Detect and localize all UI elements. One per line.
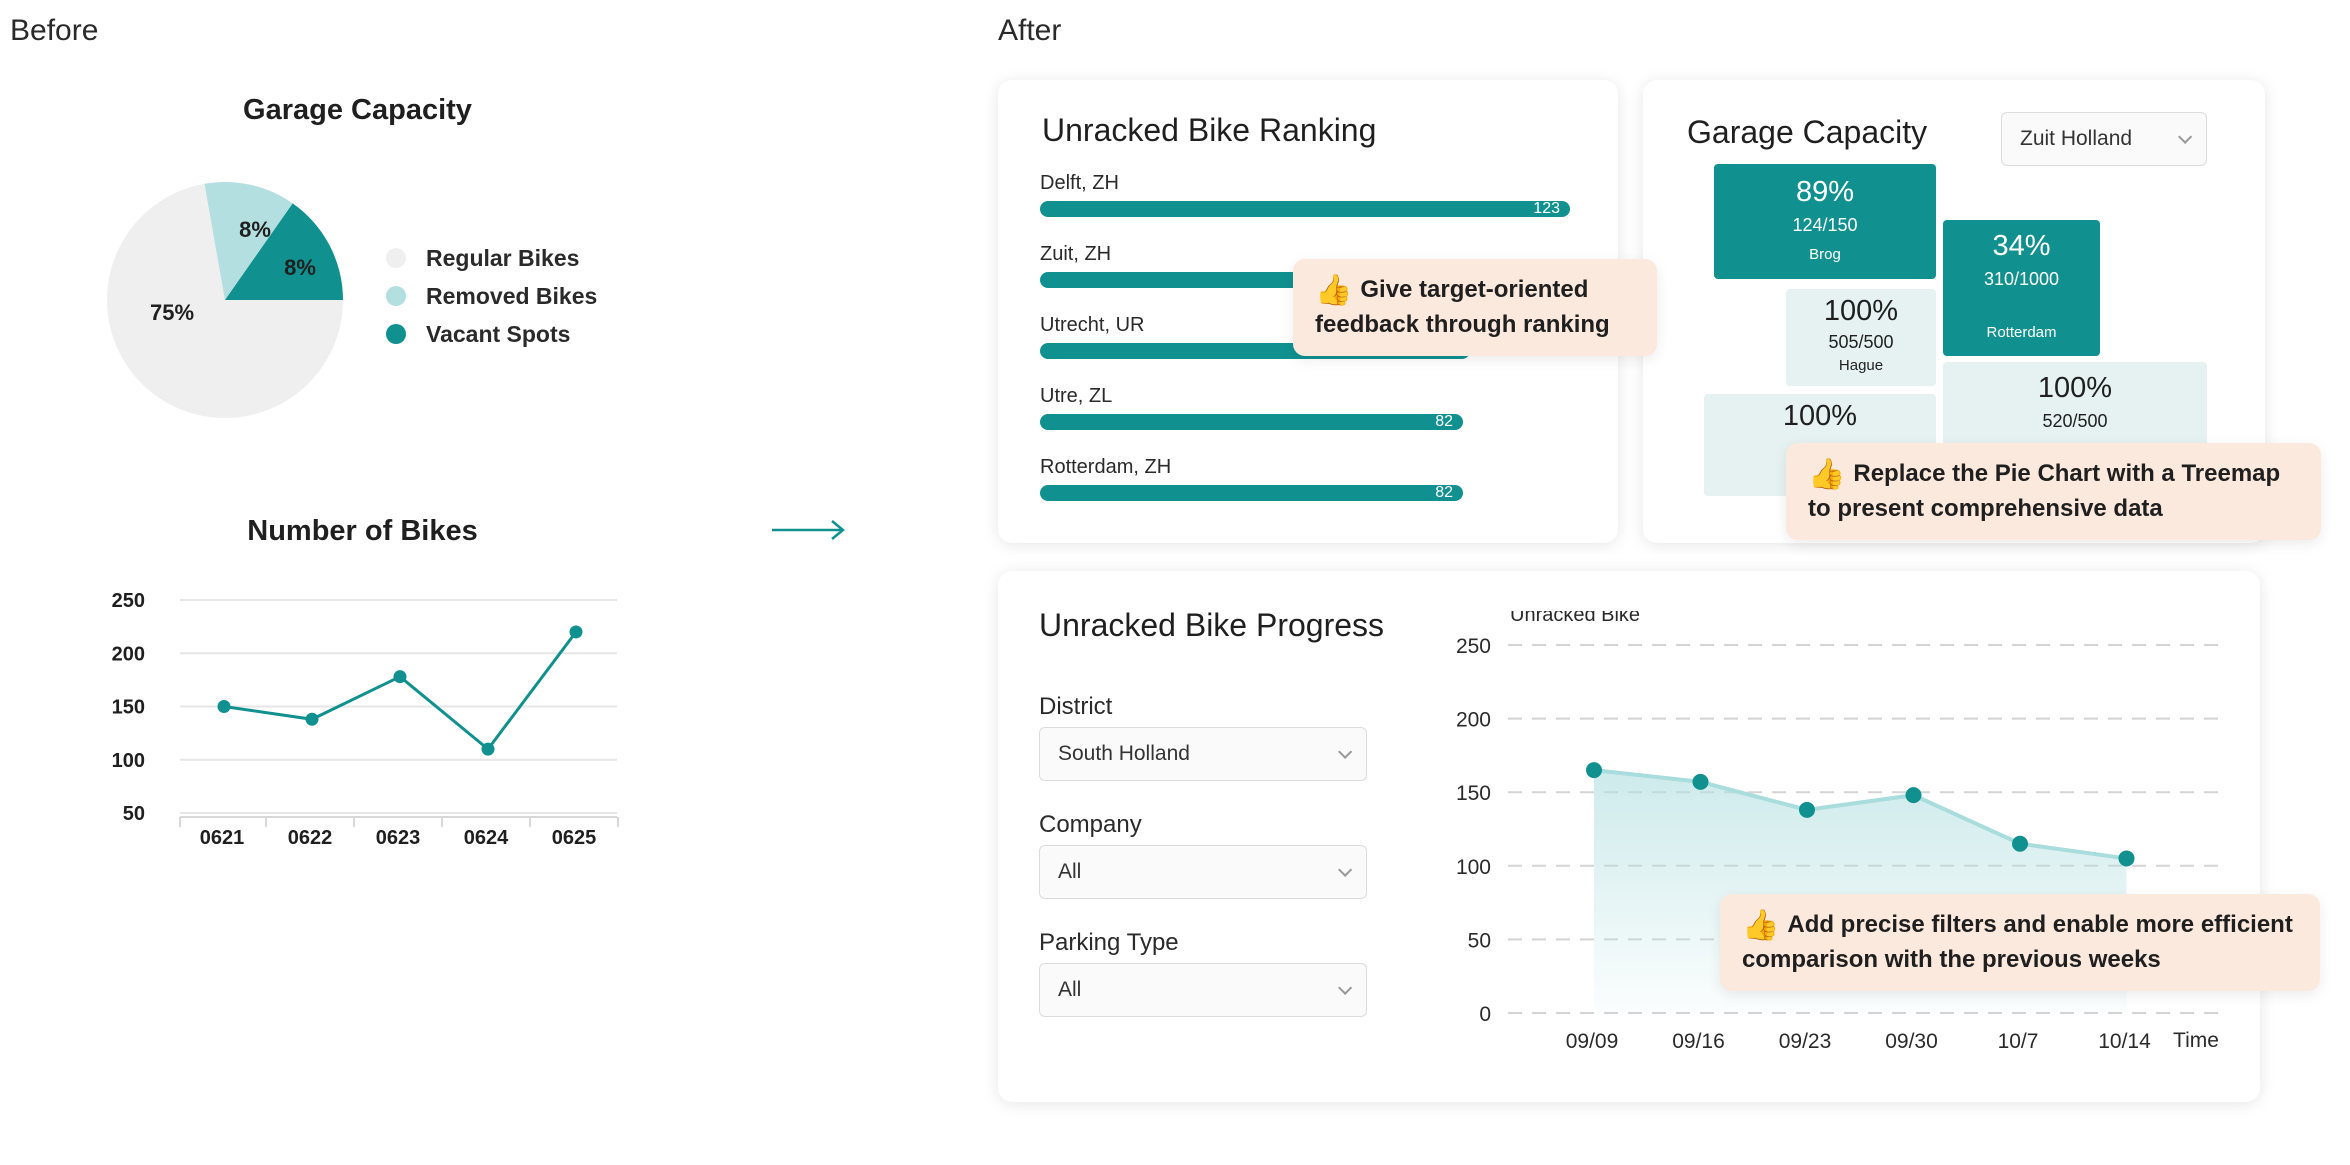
y-tick-label: 150 xyxy=(112,697,145,719)
before-label: Before xyxy=(10,14,99,47)
progress-area-chart: 250 200 150 100 50 0 Unracked Bike 09/09 09/16 09… xyxy=(1456,611,2223,1053)
ranking-bar: 123 xyxy=(1040,200,1570,217)
data-point xyxy=(481,742,495,756)
pie-data-label: 8% xyxy=(284,255,316,280)
data-point xyxy=(305,712,319,726)
district-label: District xyxy=(1039,693,1113,720)
company-select[interactable]: All xyxy=(1039,845,1367,899)
before-pie-legend: Regular Bikes Removed Bikes Vacant Spots xyxy=(386,239,597,353)
x-tick-label: 10/14 xyxy=(2098,1030,2151,1053)
ranking-bar: 82 xyxy=(1040,484,1463,501)
parking-type-select[interactable]: All xyxy=(1039,963,1367,1017)
data-point xyxy=(1586,762,1602,779)
before-line-chart: 250 200 150 100 50 0621 0622 0623 0624 0625 xyxy=(112,590,619,849)
y-tick-label: 250 xyxy=(112,590,145,612)
x-tick-label: 0621 xyxy=(200,827,245,849)
tip-treemap: 👍 Replace the Pie Chart with a Treemap to… xyxy=(1786,443,2321,540)
before-pie-title: Garage Capacity xyxy=(243,94,472,126)
data-point xyxy=(569,625,583,639)
treemap-tile[interactable]: 100% 505/500 Hague xyxy=(1786,289,1936,386)
district-select[interactable]: South Holland xyxy=(1039,727,1367,781)
ranking-title: Unracked Bike Ranking xyxy=(1042,112,1377,148)
after-label: After xyxy=(998,14,1062,47)
pie-slice-removed-bikes xyxy=(204,182,293,300)
data-point xyxy=(2118,850,2135,867)
ranking-row[interactable]: Rotterdam, ZH 82 xyxy=(1040,456,1463,501)
before-pie-chart: 75% 8% 8% xyxy=(107,182,343,418)
y-tick-label: 0 xyxy=(1479,1003,1491,1026)
y-tick-label: 100 xyxy=(112,750,145,772)
legend-item-regular-bikes: Regular Bikes xyxy=(386,239,597,277)
legend-item-vacant-spots: Vacant Spots xyxy=(386,315,597,353)
tip-filters: 👍 Add precise filters and enable more eff… xyxy=(1720,894,2320,991)
x-tick-label: 09/30 xyxy=(1885,1030,1938,1053)
y-tick-label: 50 xyxy=(123,803,145,825)
thumbs-up-icon: 👍 xyxy=(1315,273,1353,307)
x-tick-label: 0623 xyxy=(376,827,421,849)
treemap-tile[interactable]: 34% 310/1000 Rotterdam xyxy=(1943,220,2100,356)
pie-data-label: 8% xyxy=(239,217,271,242)
arrow-icon xyxy=(772,520,845,540)
data-point xyxy=(1905,787,1922,804)
chevron-down-icon xyxy=(1338,744,1353,759)
pie-slice-vacant-spots xyxy=(225,203,343,300)
data-point xyxy=(2012,835,2028,852)
y-tick-label: 100 xyxy=(1456,856,1491,879)
line-series xyxy=(1593,768,2127,861)
x-tick-label: 0625 xyxy=(552,827,597,849)
progress-title: Unracked Bike Progress xyxy=(1039,607,1385,643)
company-label: Company xyxy=(1039,811,1142,838)
y-tick-label: 250 xyxy=(1456,635,1491,658)
thumbs-up-icon: 👍 xyxy=(1808,457,1846,491)
data-point xyxy=(1692,773,1709,790)
region-dropdown[interactable]: Zuit Holland xyxy=(2001,112,2207,166)
treemap-tile[interactable]: 89% 124/150 Brog xyxy=(1714,164,1936,279)
pie-data-label: 75% xyxy=(150,300,194,325)
chevron-down-icon xyxy=(1338,862,1353,877)
chevron-down-icon xyxy=(1338,980,1353,995)
data-point xyxy=(393,670,407,684)
y-tick-label: 200 xyxy=(1456,709,1491,732)
legend-item-removed-bikes: Removed Bikes xyxy=(386,277,597,315)
x-tick-label: 0624 xyxy=(464,827,509,849)
capacity-title: Garage Capacity xyxy=(1687,114,1928,150)
progress-card: Unracked Bike Progress District South Ho… xyxy=(998,571,2260,1102)
x-tick-label: 09/09 xyxy=(1566,1030,1619,1053)
x-axis-label: Time xyxy=(2173,1029,2219,1052)
before-line-title: Number of Bikes xyxy=(247,515,478,547)
parking-type-label: Parking Type xyxy=(1039,929,1179,956)
y-tick-label: 200 xyxy=(112,643,145,665)
y-tick-label: 50 xyxy=(1468,929,1491,952)
thumbs-up-icon: 👍 xyxy=(1742,908,1780,942)
ranking-bar: 82 xyxy=(1040,413,1463,430)
x-tick-label: 09/16 xyxy=(1672,1030,1725,1053)
x-tick-label: 09/23 xyxy=(1779,1030,1832,1053)
ranking-row[interactable]: Utre, ZL 82 xyxy=(1040,385,1463,430)
ranking-row[interactable]: Delft, ZH 123 xyxy=(1040,172,1570,217)
data-point xyxy=(1799,801,1815,818)
y-tick-label: 150 xyxy=(1456,782,1491,805)
data-point xyxy=(217,700,231,713)
tip-ranking: 👍 Give target-oriented feedback through r… xyxy=(1293,259,1657,356)
x-tick-label: 0622 xyxy=(288,827,333,849)
line-series xyxy=(223,631,578,752)
chevron-down-icon xyxy=(2178,129,2193,144)
x-tick-label: 10/7 xyxy=(1998,1030,2039,1053)
y-axis-label: Unracked Bike xyxy=(1510,611,1640,626)
